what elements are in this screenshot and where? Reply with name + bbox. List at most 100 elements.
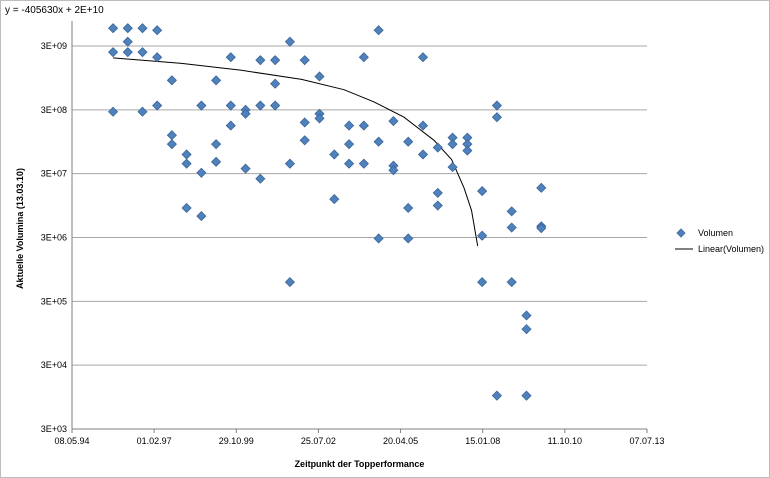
- data-point: [373, 233, 384, 244]
- data-point: [506, 206, 517, 217]
- data-point: [270, 55, 281, 66]
- data-point: [137, 47, 148, 58]
- data-point: [299, 135, 310, 146]
- data-point: [284, 277, 295, 288]
- data-point: [152, 52, 163, 63]
- data-point: [388, 165, 399, 176]
- x-tick-label: 08.05.94: [54, 436, 89, 446]
- data-point: [122, 23, 133, 34]
- data-point: [137, 106, 148, 117]
- data-point: [270, 100, 281, 111]
- data-point: [166, 130, 177, 141]
- data-point: [284, 158, 295, 169]
- x-axis-title: Zeitpunkt der Topperformance: [295, 459, 425, 469]
- data-point: [108, 47, 119, 58]
- data-point: [358, 158, 369, 169]
- data-point: [403, 136, 414, 147]
- data-point: [108, 106, 119, 117]
- data-point: [196, 100, 207, 111]
- data-point: [211, 75, 222, 86]
- y-tick-label: 3E+08: [41, 105, 67, 115]
- data-point: [240, 108, 251, 119]
- data-point: [196, 210, 207, 222]
- data-point: [358, 52, 369, 63]
- x-tick-label: 11.10.10: [548, 436, 582, 446]
- data-point: [388, 116, 399, 127]
- y-axis-title: Aktuelle Volumina (13.03.10): [15, 168, 25, 289]
- data-point: [240, 163, 251, 174]
- data-point: [196, 167, 207, 178]
- data-point: [329, 194, 340, 205]
- data-point: [417, 149, 429, 160]
- data-point: [314, 71, 325, 82]
- data-point: [491, 390, 502, 401]
- data-point: [403, 233, 414, 244]
- x-tick-label: 20.04.05: [383, 436, 418, 446]
- data-point: [225, 120, 236, 131]
- x-tick-label: 15.01.08: [465, 436, 500, 446]
- data-point: [432, 200, 443, 211]
- data-point: [211, 139, 222, 150]
- data-point: [122, 47, 133, 58]
- data-point: [166, 139, 177, 150]
- data-point: [521, 390, 532, 401]
- data-point: [506, 222, 517, 233]
- trendline-equation: y = -405630x + 2E+10: [5, 5, 104, 16]
- data-point: [506, 277, 517, 288]
- data-point: [358, 120, 369, 131]
- x-tick-label: 29.10.99: [219, 436, 254, 446]
- data-point: [521, 324, 532, 335]
- data-point: [477, 230, 488, 241]
- data-point: [108, 23, 119, 34]
- data-point: [225, 52, 236, 63]
- data-point: [299, 55, 310, 66]
- data-point: [432, 187, 443, 198]
- data-point: [432, 142, 443, 153]
- data-point: [314, 113, 325, 124]
- y-tick-label: 3E+07: [41, 169, 67, 179]
- data-point: [521, 310, 532, 321]
- data-point: [373, 25, 384, 36]
- data-point: [417, 52, 429, 63]
- data-point: [211, 156, 222, 167]
- data-point: [344, 139, 355, 150]
- y-tick-label: 3E+04: [41, 360, 67, 370]
- data-point: [536, 223, 547, 234]
- data-point: [255, 173, 266, 184]
- data-point: [329, 149, 340, 160]
- data-point: [255, 100, 266, 111]
- data-point: [299, 117, 310, 128]
- data-point: [373, 136, 384, 147]
- data-point: [137, 23, 148, 34]
- data-point: [447, 139, 458, 150]
- data-point: [403, 202, 414, 214]
- data-point: [477, 277, 488, 288]
- data-point: [122, 36, 133, 47]
- x-tick-label: 07.07.13: [629, 436, 664, 446]
- data-point: [255, 55, 266, 66]
- data-point: [491, 112, 502, 123]
- x-tick-label: 01.02.97: [137, 436, 172, 446]
- data-point: [225, 100, 236, 111]
- data-point: [447, 162, 458, 173]
- data-point: [166, 75, 177, 86]
- legend-label-linear: Linear(Volumen): [698, 244, 764, 254]
- y-tick-label: 3E+05: [41, 296, 67, 306]
- x-tick-label: 25.07.02: [301, 436, 336, 446]
- trendline: [113, 57, 479, 247]
- data-point: [181, 202, 192, 214]
- data-point: [417, 120, 429, 131]
- y-tick-label: 3E+03: [41, 424, 67, 434]
- y-tick-label: 3E+06: [41, 233, 67, 243]
- data-point: [152, 25, 163, 36]
- legend-marker-volumen: [676, 228, 686, 238]
- data-point: [152, 100, 163, 111]
- data-point: [284, 36, 295, 47]
- data-point: [181, 158, 192, 169]
- data-point: [491, 100, 502, 111]
- legend-label-volumen: Volumen: [698, 228, 733, 238]
- data-point: [477, 186, 488, 197]
- data-point: [270, 78, 281, 89]
